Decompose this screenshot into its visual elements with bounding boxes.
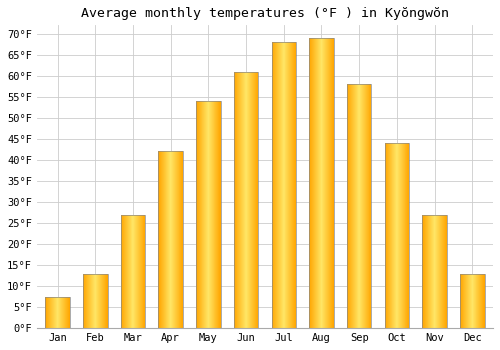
Bar xyxy=(460,273,484,328)
Bar xyxy=(234,71,258,328)
Bar xyxy=(347,84,372,328)
Bar xyxy=(46,297,70,328)
Bar xyxy=(422,215,447,328)
Bar xyxy=(83,273,108,328)
Bar xyxy=(309,38,334,328)
Bar xyxy=(384,143,409,328)
Title: Average monthly temperatures (°F ) in Kyŏngwŏn: Average monthly temperatures (°F ) in Ky… xyxy=(81,7,449,20)
Bar xyxy=(272,42,296,328)
Bar xyxy=(158,152,183,328)
Bar xyxy=(120,215,145,328)
Bar xyxy=(196,101,220,328)
